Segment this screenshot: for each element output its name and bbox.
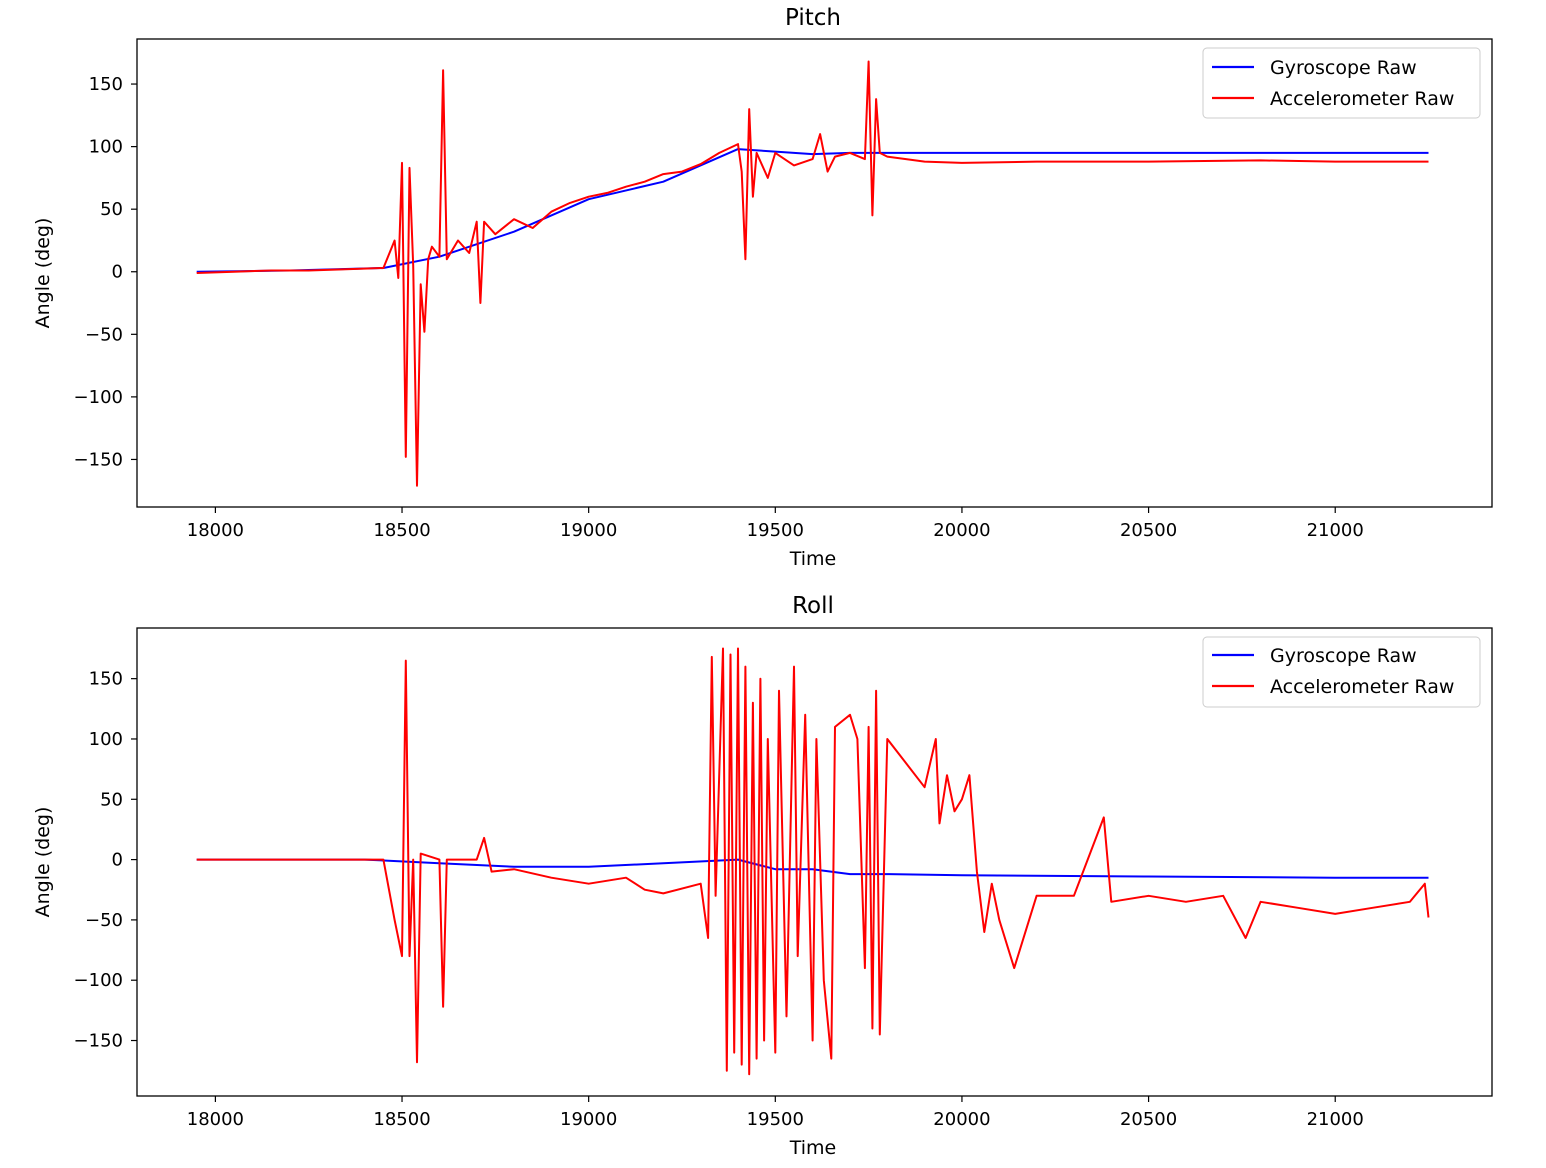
x-tick-label: 21000 [1307, 1109, 1364, 1130]
y-tick-label: 150 [89, 74, 123, 95]
y-tick-label: −50 [85, 910, 123, 931]
x-tick-label: 20000 [933, 520, 990, 541]
y-tick-label: −150 [74, 449, 123, 470]
x-tick-label: 19000 [560, 1109, 617, 1130]
x-tick-label: 18500 [373, 1109, 430, 1130]
legend: Gyroscope Raw Accelerometer Raw [1202, 636, 1481, 708]
y-tick-label: 50 [100, 789, 123, 810]
chart-title: Roll [792, 593, 834, 619]
y-tick-label: −100 [74, 387, 123, 408]
legend-label-gyroscope: Gyroscope Raw [1270, 57, 1417, 79]
legend-frame [1202, 47, 1481, 119]
y-axis-ticks: −150 −100 −50 0 50 100 150 [74, 74, 137, 470]
y-tick-label: 150 [89, 669, 123, 690]
y-axis-ticks: −150 −100 −50 0 50 100 150 [74, 669, 137, 1052]
pitch-chart: Pitch 18000 18500 19000 19500 20000 20500 2100… [32, 5, 1493, 570]
x-tick-label: 20500 [1120, 1109, 1177, 1130]
x-axis-ticks: 18000 18500 19000 19500 20000 20500 21000 [187, 507, 1364, 541]
x-tick-label: 18000 [187, 1109, 244, 1130]
y-tick-label: −100 [74, 970, 123, 991]
chart-title: Pitch [785, 5, 841, 31]
x-tick-label: 20000 [933, 1109, 990, 1130]
x-tick-label: 19500 [747, 1109, 804, 1130]
y-tick-label: 50 [100, 199, 123, 220]
plot-area [196, 647, 1430, 1076]
x-tick-label: 21000 [1307, 520, 1364, 541]
series-line-accelerometer-raw [196, 60, 1429, 487]
legend-frame [1202, 636, 1481, 708]
x-axis-label: Time [789, 1137, 837, 1159]
y-tick-label: 0 [112, 262, 123, 283]
x-tick-label: 18000 [187, 520, 244, 541]
legend-label-gyroscope: Gyroscope Raw [1270, 645, 1417, 667]
y-tick-label: 100 [89, 137, 123, 158]
series-line-gyroscope-raw [196, 858, 1429, 879]
y-tick-label: 0 [112, 850, 123, 871]
x-tick-label: 18500 [373, 520, 430, 541]
x-axis-label: Time [789, 548, 837, 570]
roll-chart: Roll 18000 18500 19000 19500 20000 20500 21000… [32, 593, 1493, 1159]
y-tick-label: 100 [89, 729, 123, 750]
legend-label-accelerometer: Accelerometer Raw [1270, 676, 1454, 698]
y-tick-label: −150 [74, 1031, 123, 1052]
y-tick-label: −50 [85, 324, 123, 345]
x-tick-label: 19000 [560, 520, 617, 541]
y-axis-label: Angle (deg) [32, 218, 54, 329]
legend-label-accelerometer: Accelerometer Raw [1270, 88, 1454, 110]
axes-frame [136, 627, 1493, 1097]
axes-frame [136, 38, 1493, 508]
y-axis-label: Angle (deg) [32, 807, 54, 918]
x-axis-ticks: 18000 18500 19000 19500 20000 20500 21000 [187, 1096, 1364, 1130]
x-tick-label: 19500 [747, 520, 804, 541]
series-line-gyroscope-raw [196, 148, 1429, 273]
legend: Gyroscope Raw Accelerometer Raw [1202, 47, 1481, 119]
x-tick-label: 20500 [1120, 520, 1177, 541]
plot-area [196, 60, 1429, 487]
series-line-accelerometer-raw [196, 647, 1430, 1076]
